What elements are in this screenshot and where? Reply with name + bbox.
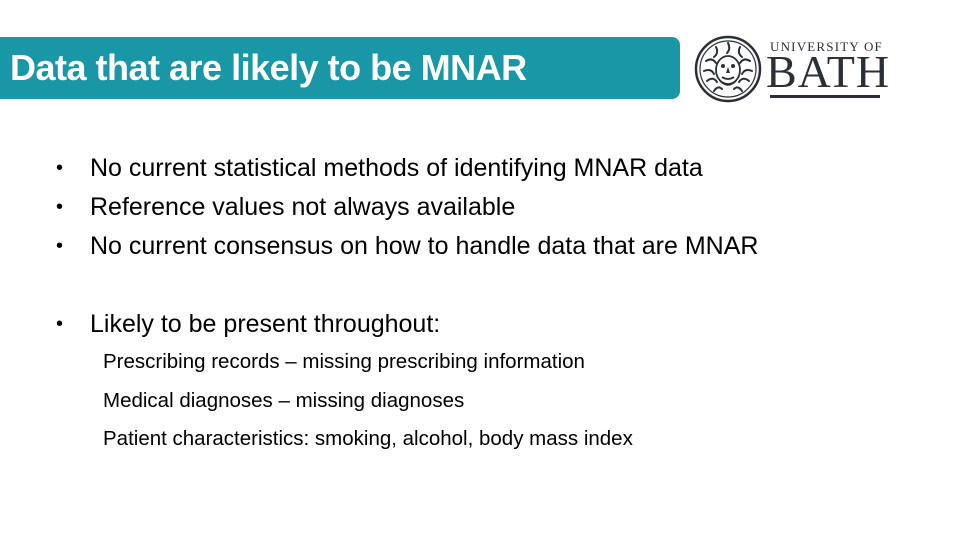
slide-title: Data that are likely to be MNAR bbox=[10, 47, 527, 88]
bullet-dot: • bbox=[56, 313, 64, 335]
logo-bath-wordmark: BATH bbox=[766, 46, 891, 97]
university-logo: UNIVERSITY OF BATH bbox=[694, 35, 889, 103]
bullet-dot: • bbox=[56, 196, 64, 218]
bullet-item: • No current statistical methods of ident… bbox=[56, 153, 703, 183]
bullet-text: Reference values not always available bbox=[90, 193, 516, 221]
bullet-item: • No current consensus on how to handle d… bbox=[56, 231, 758, 261]
bullet-text: No current consensus on how to handle da… bbox=[90, 232, 759, 260]
logo-university-of: UNIVERSITY OF bbox=[770, 39, 883, 54]
sub-item: Patient characteristics: smoking, alcoho… bbox=[103, 427, 633, 450]
sub-item: Prescribing records – missing prescribin… bbox=[103, 350, 585, 373]
bullet-text: Likely to be present throughout: bbox=[90, 310, 441, 338]
sub-item: Medical diagnoses – missing diagnoses bbox=[103, 389, 465, 412]
bullet-item: • Reference values not always available bbox=[56, 192, 515, 222]
bullet-item: • Likely to be present throughout: bbox=[56, 309, 440, 339]
bullet-text: No current statistical methods of identi… bbox=[90, 154, 703, 182]
bullet-dot: • bbox=[56, 235, 64, 257]
bullet-dot: • bbox=[56, 157, 64, 179]
title-bar: Data that are likely to be MNAR bbox=[0, 37, 680, 99]
bath-gorgon-seal-icon bbox=[694, 35, 762, 103]
logo-underline bbox=[770, 95, 880, 98]
